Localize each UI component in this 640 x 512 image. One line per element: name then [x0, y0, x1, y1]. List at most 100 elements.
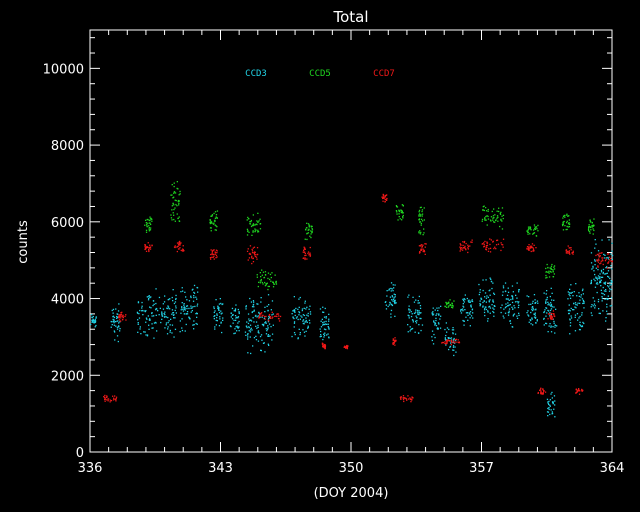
data-point: [162, 303, 164, 305]
data-point: [543, 324, 545, 326]
data-point: [169, 331, 171, 333]
data-point: [293, 317, 295, 320]
data-point: [542, 392, 544, 394]
data-point: [418, 295, 420, 298]
data-point: [502, 246, 504, 248]
data-point: [116, 317, 118, 319]
data-point: [249, 331, 252, 333]
data-point: [137, 323, 139, 325]
data-point: [596, 260, 598, 262]
data-point: [153, 315, 155, 317]
data-point: [269, 316, 271, 319]
data-point: [266, 282, 268, 284]
data-point: [599, 263, 601, 265]
data-point: [529, 233, 531, 235]
data-point: [161, 314, 163, 316]
data-point: [450, 340, 453, 342]
data-point: [173, 204, 175, 206]
data-point: [508, 304, 510, 306]
data-point: [511, 301, 514, 304]
data-point: [139, 328, 141, 330]
data-point: [148, 230, 150, 232]
data-point: [566, 252, 568, 254]
data-point: [115, 325, 117, 327]
data-point: [434, 336, 436, 339]
data-point: [250, 219, 252, 222]
data-point: [575, 303, 577, 306]
data-point: [174, 199, 176, 201]
data-point: [422, 250, 424, 253]
data-point: [599, 312, 601, 315]
data-point: [458, 342, 461, 344]
data-point: [552, 310, 555, 312]
data-point: [156, 330, 158, 332]
data-point: [486, 246, 488, 248]
data-point: [215, 299, 217, 301]
data-point: [188, 316, 190, 318]
data-point: [233, 332, 235, 335]
data-point: [420, 222, 422, 225]
data-point: [193, 324, 195, 326]
data-point: [213, 306, 215, 308]
data-point: [118, 319, 121, 321]
data-point: [447, 339, 449, 341]
data-point: [607, 258, 610, 260]
data-point: [94, 326, 96, 328]
data-point: [489, 294, 491, 296]
data-point: [247, 338, 249, 340]
data-point: [164, 327, 166, 329]
data-point: [421, 324, 424, 326]
data-point: [120, 317, 122, 319]
data-point: [507, 302, 509, 304]
data-point: [501, 294, 504, 296]
data-point: [191, 307, 193, 309]
data-point: [177, 188, 179, 190]
data-point: [552, 401, 554, 403]
data-point: [411, 313, 413, 315]
data-point: [446, 327, 449, 329]
data-point: [256, 253, 259, 256]
data-point: [245, 305, 247, 307]
data-point: [250, 320, 253, 322]
data-point: [210, 258, 212, 260]
data-point: [602, 260, 604, 262]
data-point: [531, 246, 533, 249]
data-point: [147, 315, 149, 317]
data-point: [530, 250, 532, 253]
data-point: [420, 249, 422, 251]
data-point: [594, 273, 596, 276]
data-point: [253, 310, 255, 312]
data-point: [189, 317, 191, 320]
data-point: [551, 292, 553, 294]
data-point: [117, 313, 119, 315]
data-point: [483, 209, 485, 212]
data-point: [464, 309, 466, 311]
data-point: [550, 287, 552, 289]
data-point: [267, 327, 269, 329]
data-point: [549, 399, 551, 401]
data-point: [392, 339, 394, 342]
data-point: [411, 396, 413, 398]
data-point: [310, 230, 312, 232]
data-point: [400, 209, 402, 211]
data-point: [307, 326, 309, 329]
data-point: [576, 313, 579, 315]
data-point: [260, 280, 262, 282]
data-point: [417, 332, 420, 334]
data-point: [262, 271, 265, 273]
data-point: [510, 322, 512, 325]
data-point: [391, 299, 393, 301]
data-point: [182, 250, 184, 252]
data-point: [145, 222, 147, 224]
data-point: [255, 325, 257, 327]
data-point: [404, 397, 407, 399]
data-point: [104, 397, 106, 400]
data-point: [431, 336, 433, 338]
data-point: [562, 229, 565, 231]
data-point: [151, 323, 153, 325]
data-point: [271, 314, 273, 316]
data-point: [590, 279, 593, 282]
data-point: [597, 261, 600, 263]
data-point: [487, 250, 490, 252]
data-point: [397, 219, 399, 221]
